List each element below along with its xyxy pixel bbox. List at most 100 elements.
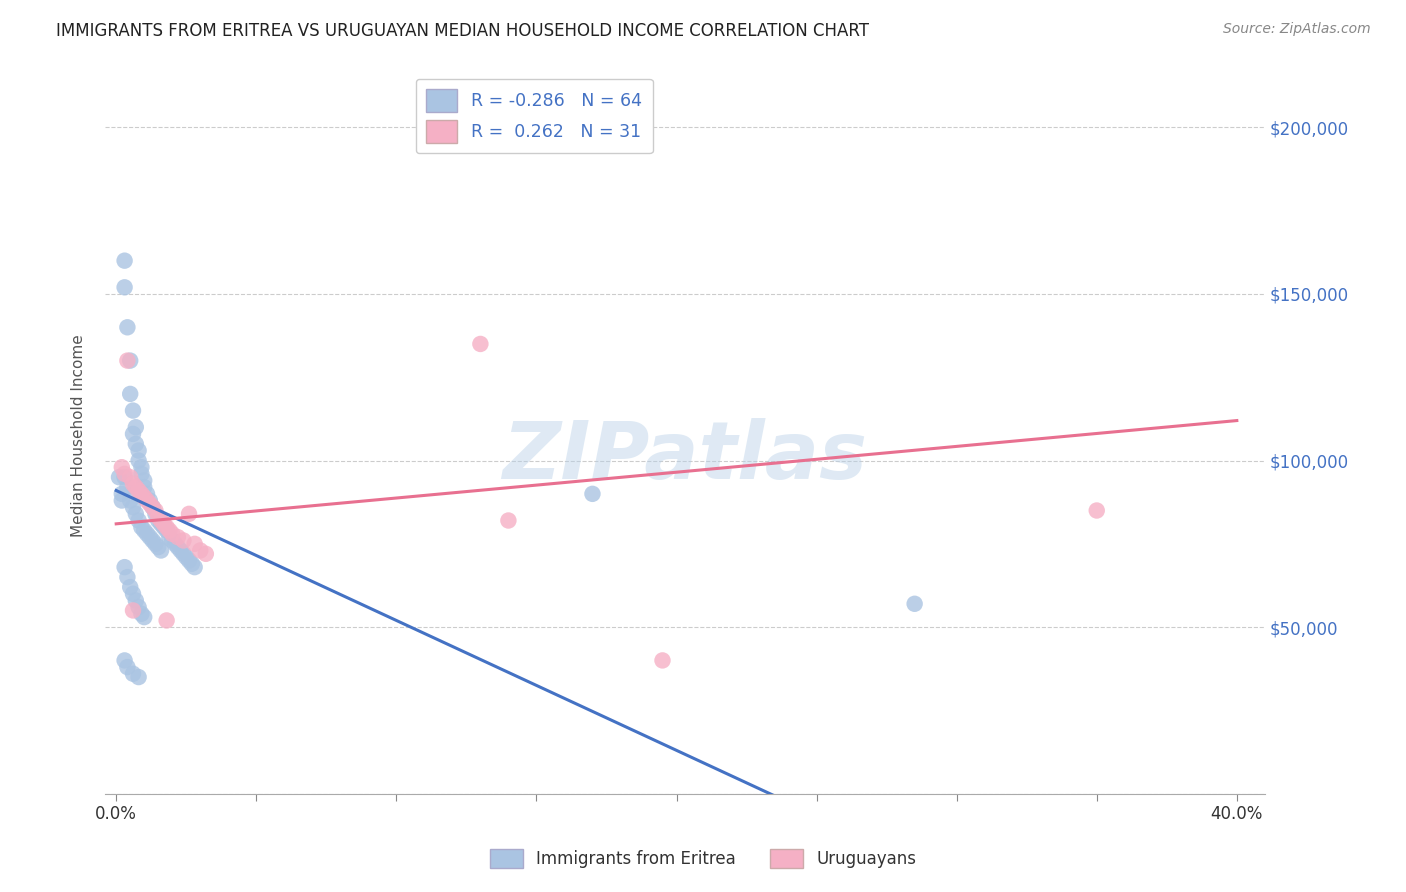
Point [160,526,183,541]
Text: IMMIGRANTS FROM ERITREA VS URUGUAYAN MEDIAN HOUSEHOLD INCOME CORRELATION CHART: IMMIGRANTS FROM ERITREA VS URUGUAYAN MED… [56,22,869,40]
Text: Source: ZipAtlas.com: Source: ZipAtlas.com [1223,22,1371,37]
Point [125,507,148,521]
Point [156,520,179,534]
Point [142,533,165,548]
Point [120,470,142,484]
Point [125,420,148,434]
Legend: R = -0.286   N = 64, R =  0.262   N = 31: R = -0.286 N = 64, R = 0.262 N = 31 [416,79,652,153]
Point [122,476,145,491]
Point [125,593,148,607]
Point [159,524,181,538]
Point [177,553,200,567]
Point [134,524,156,538]
Point [131,467,153,481]
Legend: Immigrants from Eritrea, Uruguayans: Immigrants from Eritrea, Uruguayans [484,842,922,875]
Point [131,487,153,501]
Point [1085,503,1108,517]
Point [117,480,139,494]
Point [172,547,194,561]
Point [166,530,188,544]
Point [188,543,211,558]
Point [117,570,139,584]
Point [122,603,145,617]
Point [145,503,167,517]
Point [142,500,165,515]
Point [120,387,142,401]
Point [114,467,136,481]
Point [120,493,142,508]
Point [128,670,150,684]
Point [651,653,673,667]
Point [125,480,148,494]
Point [128,483,150,498]
Point [139,493,162,508]
Point [111,493,134,508]
Point [122,403,145,417]
Point [120,353,142,368]
Point [172,533,194,548]
Point [114,280,136,294]
Point [153,520,176,534]
Point [142,500,165,515]
Point [134,480,156,494]
Point [145,507,167,521]
Point [163,537,186,551]
Point [145,537,167,551]
Point [156,614,179,628]
Point [122,666,145,681]
Point [117,660,139,674]
Point [128,600,150,615]
Point [122,426,145,441]
Point [125,437,148,451]
Point [134,610,156,624]
Point [159,530,181,544]
Point [136,487,159,501]
Point [153,516,176,531]
Point [148,510,170,524]
Point [114,253,136,268]
Point [122,587,145,601]
Point [150,543,173,558]
Point [114,470,136,484]
Point [120,580,142,594]
Point [117,353,139,368]
Point [470,337,492,351]
Point [114,653,136,667]
Point [169,543,191,558]
Point [122,500,145,515]
Point [134,490,156,504]
Point [131,607,153,621]
Point [581,487,603,501]
Point [498,514,520,528]
Point [131,460,153,475]
Point [156,524,179,538]
Point [148,540,170,554]
Point [160,533,183,548]
Point [194,547,217,561]
Point [117,320,139,334]
Point [150,514,173,528]
Point [183,537,205,551]
Y-axis label: Median Household Income: Median Household Income [72,334,86,537]
Point [166,540,188,554]
Point [183,560,205,574]
Point [139,530,162,544]
Point [128,514,150,528]
Point [131,520,153,534]
Point [108,470,131,484]
Point [111,487,134,501]
Point [128,443,150,458]
Point [134,474,156,488]
Point [177,507,200,521]
Point [136,526,159,541]
Point [136,493,159,508]
Point [148,514,170,528]
Text: ZIPatlas: ZIPatlas [502,418,868,496]
Point [174,550,197,565]
Point [150,516,173,531]
Point [114,560,136,574]
Point [180,557,202,571]
Point [128,453,150,467]
Point [111,460,134,475]
Point [139,497,162,511]
